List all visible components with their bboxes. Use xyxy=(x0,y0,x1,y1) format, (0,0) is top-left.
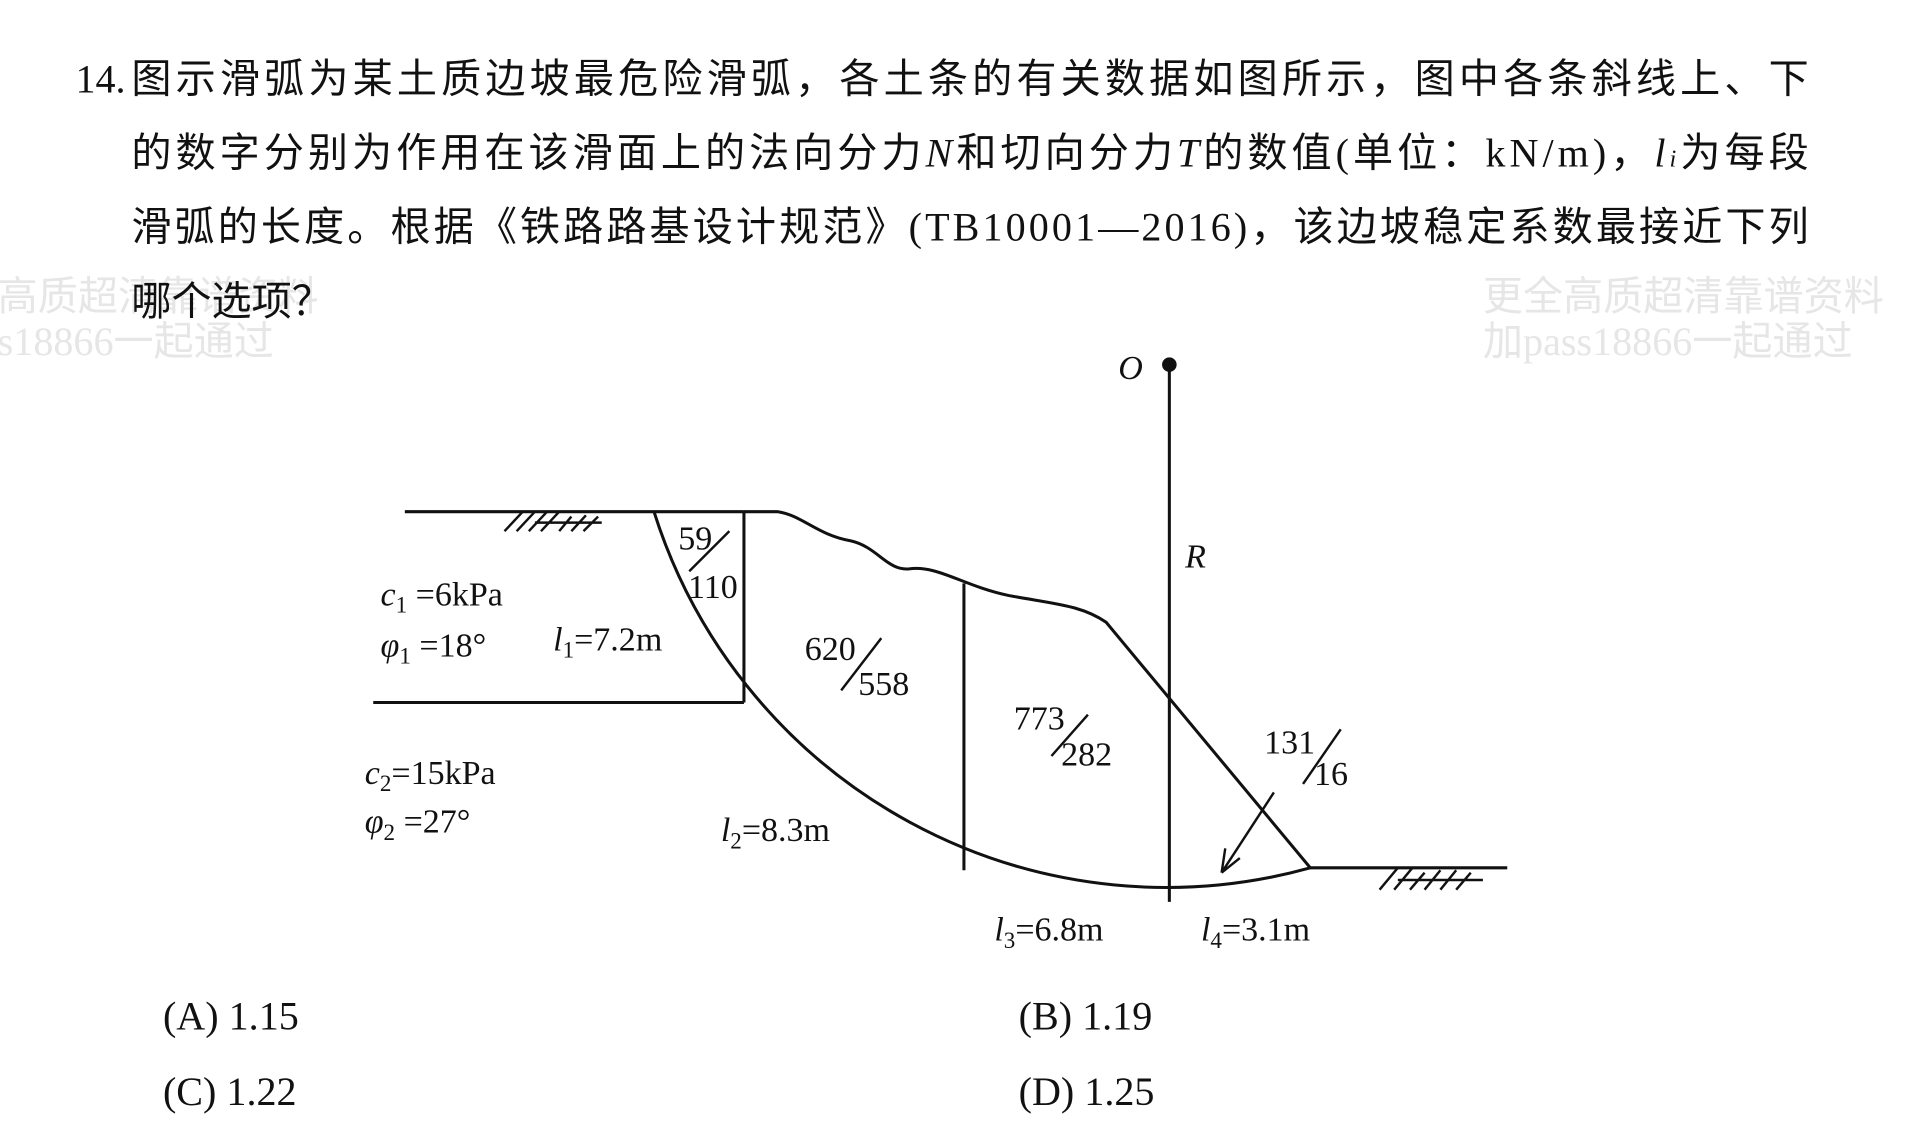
subscript: 2 xyxy=(730,827,742,853)
text: =15kPa xyxy=(391,755,495,792)
watermark: 更全高质超清靠谱资料 xyxy=(1483,274,1884,319)
layer-label: c1 =6kPa xyxy=(381,576,503,617)
tangential-force: 282 xyxy=(1061,737,1112,774)
slope-figure: O R c1 =6kPa φ1 =18° c2=15kPa φ2 =27° xyxy=(365,350,1508,902)
question-line: 的数字分别为作用在该滑面上的法向分力 N 和切向分力 T 的数值(单位：kN/m)， l i… xyxy=(131,131,1808,176)
watermark: s18866一起通过 xyxy=(0,319,274,364)
tangential-force: 110 xyxy=(688,569,738,606)
subscript: 1 xyxy=(396,592,408,618)
subscript: 2 xyxy=(384,819,396,845)
question-line: 图示滑弧为某土质边坡最危险滑弧，各土条的有关数据如图所示，图中各条斜线上、下 xyxy=(131,56,1808,101)
text: =3.1m xyxy=(1222,912,1310,949)
center-point xyxy=(1162,357,1177,372)
arc-length: l2=8.3m xyxy=(721,812,830,853)
subscript: 1 xyxy=(399,643,411,669)
layer-label: c2=15kPa xyxy=(365,755,496,796)
slope-surface xyxy=(743,510,1508,870)
text: =27° xyxy=(395,804,470,841)
symbol: l xyxy=(1654,131,1665,176)
symbol: c xyxy=(381,576,396,613)
symbol: φ xyxy=(365,804,384,841)
arc-length: l3=6.8m xyxy=(994,912,1103,953)
radius-label: R xyxy=(1184,539,1206,576)
slash xyxy=(688,530,1342,785)
watermark: 高质超清靠谱资料 xyxy=(0,274,318,319)
normal-force: 59 xyxy=(678,520,712,557)
symbol: T xyxy=(1177,131,1202,176)
option: (A) 1.15 xyxy=(163,993,299,1038)
normal-force: 131 xyxy=(1264,725,1315,762)
text: 的数值(单位：kN/m)， xyxy=(1203,131,1650,176)
symbol: l xyxy=(1201,912,1210,949)
option: (C) 1.22 xyxy=(163,1069,297,1114)
symbol: l xyxy=(721,812,730,849)
question-line: 哪个选项？ xyxy=(131,279,331,324)
text: =6kPa xyxy=(407,576,503,613)
question-line: 滑弧的长度。根据《铁路路基设计规范》(TB10001—2016)，该边坡稳定系数… xyxy=(131,205,1808,250)
subscript: 1 xyxy=(563,637,575,663)
symbol: φ xyxy=(381,627,400,664)
subscript: 2 xyxy=(380,770,392,796)
text: =6.8m xyxy=(1015,912,1103,949)
arc-length: l1=7.2m xyxy=(553,621,662,662)
text: 的数字分别为作用在该滑面上的法向分力 xyxy=(131,131,921,176)
tangential-force: 16 xyxy=(1314,756,1348,793)
slip-arc xyxy=(652,511,1311,889)
subscript: 4 xyxy=(1210,927,1222,953)
text: 为每段 xyxy=(1680,131,1808,176)
tangential-force: 558 xyxy=(858,666,909,703)
layer-label: φ1 =18° xyxy=(381,627,487,668)
option: (D) 1.25 xyxy=(1019,1069,1155,1114)
ground-hatch xyxy=(503,510,602,533)
arc-length: l4=3.1m xyxy=(1201,912,1310,953)
text: =7.2m xyxy=(574,621,662,658)
arrow xyxy=(1220,791,1275,874)
text: =8.3m xyxy=(742,812,830,849)
ground-hatch xyxy=(1378,867,1483,891)
center-label: O xyxy=(1118,350,1143,387)
symbol: l xyxy=(994,912,1003,949)
layer-label: φ2 =27° xyxy=(365,804,471,845)
text: 和切向分力 xyxy=(956,131,1173,176)
text: =18° xyxy=(411,627,486,664)
normal-force: 620 xyxy=(805,631,856,668)
symbol: N xyxy=(925,131,955,176)
watermark: 加pass18866一起通过 xyxy=(1483,319,1853,364)
symbol: c xyxy=(365,755,380,792)
normal-force: 773 xyxy=(1014,700,1065,737)
option: (B) 1.19 xyxy=(1019,993,1153,1038)
question-number: 14. xyxy=(75,56,125,101)
symbol: l xyxy=(553,621,562,658)
slice-boundary xyxy=(742,364,1171,902)
subscript: i xyxy=(1670,146,1677,173)
subscript: 3 xyxy=(1004,927,1016,953)
